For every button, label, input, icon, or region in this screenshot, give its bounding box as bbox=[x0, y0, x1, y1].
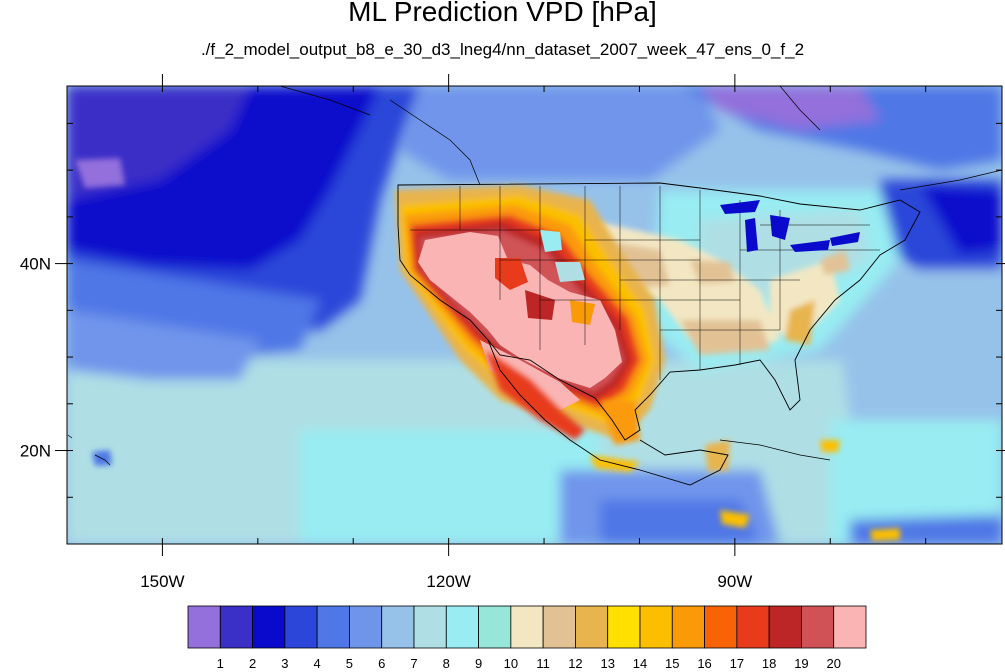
colorbar-label: 4 bbox=[314, 656, 321, 671]
colorbar-label: 10 bbox=[504, 656, 518, 671]
colorbar-swatch bbox=[187, 605, 221, 649]
colorbar-swatch bbox=[349, 605, 383, 649]
colorbar-label: 9 bbox=[475, 656, 482, 671]
colorbar-swatch bbox=[445, 605, 479, 649]
y-tick-label: 20N bbox=[20, 442, 51, 461]
colorbar-swatch bbox=[478, 605, 512, 649]
y-tick-label: 40N bbox=[20, 255, 51, 274]
colorbar-label: 2 bbox=[249, 656, 256, 671]
colorbar-swatch bbox=[542, 605, 576, 649]
vpd-field bbox=[67, 86, 1002, 544]
colorbar-label: 12 bbox=[568, 656, 582, 671]
great-lakes bbox=[720, 200, 860, 252]
colorbar-swatch bbox=[316, 605, 350, 649]
x-tick-label: 120W bbox=[426, 572, 470, 591]
colorbar-swatch bbox=[219, 605, 253, 649]
colorbar-label: 17 bbox=[730, 656, 744, 671]
colorbar-label: 14 bbox=[633, 656, 647, 671]
colorbar-swatch bbox=[736, 605, 770, 649]
colorbar-swatch bbox=[607, 605, 641, 649]
colorbar-label: 8 bbox=[443, 656, 450, 671]
axis-tick-labels: 150W 120W 90W 20N 40N bbox=[20, 255, 753, 591]
colorbar-swatch bbox=[768, 605, 802, 649]
colorbar-label: 11 bbox=[536, 656, 550, 671]
colorbar-label: 19 bbox=[794, 656, 808, 671]
colorbar-label: 6 bbox=[378, 656, 385, 671]
chart-subtitle: ./f_2_model_output_b8_e_30_d3_lneg4/nn_d… bbox=[200, 40, 805, 59]
colorbar-label: 3 bbox=[281, 656, 288, 671]
pink-core bbox=[418, 232, 622, 388]
colorbar-swatch bbox=[381, 605, 415, 649]
colorbar-label: 20 bbox=[826, 656, 840, 671]
colorbar-swatch bbox=[639, 605, 673, 649]
x-tick-label: 90W bbox=[717, 572, 752, 591]
other-coastlines bbox=[67, 86, 1002, 466]
colorbar: 1 2 3 4 5 6 7 8 9 10 11 12 13 14 15 16 17 18 19 20 bbox=[187, 605, 867, 671]
colorbar-label: 1 bbox=[217, 656, 224, 671]
colorbar-label: 13 bbox=[600, 656, 614, 671]
chart-title: ML Prediction VPD [hPa] bbox=[348, 0, 657, 27]
colorbar-label: 7 bbox=[410, 656, 417, 671]
mexico-outline bbox=[487, 339, 729, 486]
colorbar-swatch bbox=[284, 605, 318, 649]
colorbar-swatch bbox=[575, 605, 609, 649]
colorbar-label: 16 bbox=[697, 656, 711, 671]
colorbar-label: 18 bbox=[762, 656, 776, 671]
colorbar-swatch bbox=[704, 605, 738, 649]
colorbar-swatch bbox=[413, 605, 447, 649]
colorbar-swatch bbox=[833, 605, 867, 649]
colorbar-label: 15 bbox=[665, 656, 679, 671]
colorbar-swatch bbox=[252, 605, 286, 649]
plot-frame bbox=[66, 85, 1003, 545]
colorbar-swatch bbox=[671, 605, 705, 649]
colorbar-swatch bbox=[801, 605, 835, 649]
axis-ticks bbox=[55, 74, 1005, 556]
colorbar-label: 5 bbox=[346, 656, 353, 671]
x-tick-label: 150W bbox=[140, 572, 184, 591]
colorbar-swatch bbox=[510, 605, 544, 649]
